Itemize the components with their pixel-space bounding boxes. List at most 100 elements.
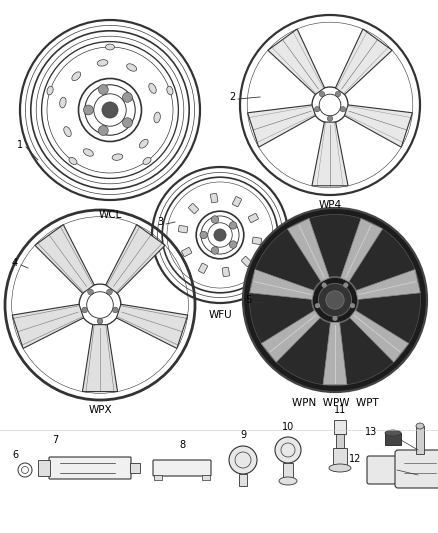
Circle shape [312, 277, 358, 323]
Ellipse shape [64, 127, 71, 136]
Circle shape [97, 318, 103, 324]
Ellipse shape [97, 60, 108, 66]
Ellipse shape [329, 464, 351, 472]
FancyBboxPatch shape [222, 267, 230, 277]
Circle shape [318, 284, 352, 317]
Text: WPX: WPX [88, 405, 112, 415]
Circle shape [113, 307, 118, 313]
FancyBboxPatch shape [198, 263, 208, 273]
Ellipse shape [139, 139, 148, 148]
FancyBboxPatch shape [395, 450, 438, 488]
Circle shape [102, 102, 118, 118]
FancyBboxPatch shape [210, 193, 218, 203]
Circle shape [249, 214, 420, 385]
Ellipse shape [416, 423, 424, 429]
Circle shape [123, 92, 132, 102]
Circle shape [319, 91, 325, 97]
FancyBboxPatch shape [233, 197, 241, 207]
Circle shape [315, 303, 320, 308]
Text: 11: 11 [334, 405, 346, 415]
Text: 2: 2 [229, 92, 235, 102]
FancyBboxPatch shape [153, 460, 211, 476]
Bar [202, 475, 210, 480]
Polygon shape [287, 219, 329, 281]
Circle shape [340, 107, 346, 112]
Bar [333, 448, 347, 468]
Ellipse shape [127, 64, 137, 71]
Bar [130, 463, 140, 473]
Circle shape [327, 116, 333, 121]
Ellipse shape [143, 157, 151, 165]
Polygon shape [341, 219, 382, 281]
Circle shape [200, 231, 208, 239]
Text: 7: 7 [52, 435, 58, 445]
Text: WCL: WCL [98, 210, 122, 220]
Circle shape [84, 105, 93, 115]
Polygon shape [336, 29, 392, 94]
Bar [283, 463, 293, 481]
Circle shape [230, 241, 237, 248]
Ellipse shape [279, 477, 297, 485]
Ellipse shape [47, 86, 53, 95]
Circle shape [82, 307, 88, 313]
Circle shape [214, 229, 226, 241]
Polygon shape [261, 311, 320, 362]
FancyBboxPatch shape [178, 225, 188, 233]
Circle shape [211, 216, 219, 223]
FancyBboxPatch shape [188, 204, 198, 214]
Text: 1: 1 [17, 140, 23, 150]
Ellipse shape [72, 72, 81, 80]
Bar [239, 474, 247, 486]
Text: WPN  WPW  WPT: WPN WPW WPT [292, 398, 378, 408]
Ellipse shape [60, 97, 66, 108]
Text: 5: 5 [245, 295, 251, 305]
Circle shape [326, 291, 344, 309]
Text: 13: 13 [365, 427, 377, 437]
Circle shape [211, 247, 219, 254]
Text: 8: 8 [179, 440, 185, 450]
Polygon shape [250, 270, 314, 300]
Polygon shape [12, 304, 84, 349]
Circle shape [314, 107, 320, 112]
Polygon shape [117, 304, 188, 349]
Text: WFU: WFU [208, 310, 232, 320]
Text: 6: 6 [12, 450, 18, 460]
Text: 4: 4 [12, 258, 18, 268]
Ellipse shape [83, 149, 93, 156]
Ellipse shape [154, 112, 160, 123]
Ellipse shape [106, 44, 114, 50]
Bar [416, 426, 424, 454]
Ellipse shape [69, 157, 77, 165]
Ellipse shape [112, 154, 123, 160]
Circle shape [99, 126, 108, 135]
Text: 12: 12 [349, 454, 361, 464]
Polygon shape [35, 224, 94, 293]
Bar [385, 433, 401, 445]
Circle shape [333, 316, 337, 321]
Ellipse shape [385, 430, 401, 436]
Polygon shape [82, 325, 117, 392]
Polygon shape [323, 322, 347, 385]
Circle shape [88, 289, 93, 295]
FancyBboxPatch shape [252, 237, 261, 245]
FancyBboxPatch shape [182, 247, 192, 256]
Text: WP4: WP4 [318, 200, 342, 210]
Polygon shape [350, 311, 409, 362]
Circle shape [350, 303, 355, 308]
Polygon shape [106, 224, 165, 293]
Bar [336, 434, 344, 448]
FancyBboxPatch shape [367, 456, 399, 484]
Circle shape [229, 446, 257, 474]
Ellipse shape [167, 86, 173, 95]
Circle shape [335, 91, 341, 97]
FancyBboxPatch shape [248, 213, 258, 223]
Circle shape [230, 222, 237, 229]
Circle shape [99, 85, 108, 94]
Polygon shape [247, 105, 315, 147]
Circle shape [243, 208, 427, 392]
Circle shape [275, 437, 301, 463]
Polygon shape [356, 270, 420, 300]
Text: 10: 10 [282, 422, 294, 432]
Text: 3: 3 [157, 217, 163, 227]
Circle shape [343, 283, 348, 287]
